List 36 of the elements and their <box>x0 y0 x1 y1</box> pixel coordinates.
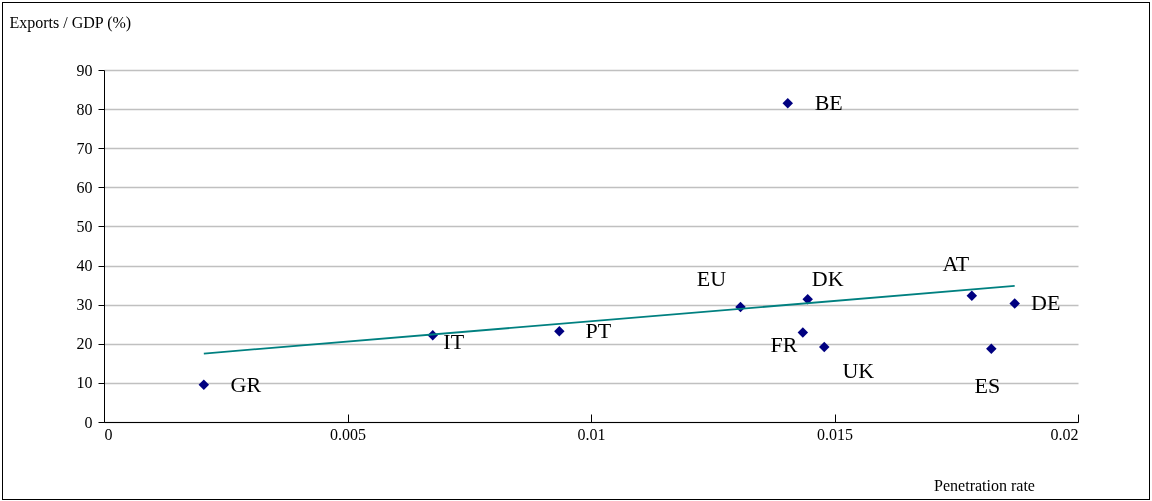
y-tick-label: 0 <box>84 413 93 431</box>
y-tick-label: 70 <box>76 139 93 157</box>
y-tick-label: 90 <box>76 61 93 79</box>
data-label: EU <box>696 266 727 292</box>
point <box>554 326 565 337</box>
y-tick-label: 60 <box>76 178 93 196</box>
x-tick-label: 0.015 <box>817 425 853 443</box>
data-label: UK <box>842 357 875 383</box>
data-label: ES <box>974 372 1001 398</box>
x-tick-label: 0 <box>104 425 113 443</box>
x-tick-label: 0.005 <box>330 425 366 443</box>
point <box>782 98 793 109</box>
point <box>966 290 978 301</box>
point <box>1009 298 1020 309</box>
data-label: AT <box>942 250 970 276</box>
data-label: FR <box>770 332 798 358</box>
y-tick-label: 20 <box>76 335 93 353</box>
y-tick-label: 40 <box>76 257 93 275</box>
x-tick-label: 0.02 <box>1050 425 1079 443</box>
y-axis-title: Exports / GDP (%) <box>9 13 132 32</box>
x-axis-title: Penetration rate <box>934 476 1035 494</box>
data-label: DK <box>811 266 844 292</box>
y-tick-label: 50 <box>76 217 93 235</box>
point <box>198 379 210 391</box>
x-tick-label: 0.01 <box>577 425 606 443</box>
y-tick-label: 80 <box>76 100 93 118</box>
y-tick-label: 30 <box>76 296 93 314</box>
data-label: GR <box>230 371 262 397</box>
data-label: PT <box>585 318 612 344</box>
point <box>986 343 997 355</box>
y-tick-label: 10 <box>76 374 93 392</box>
point <box>797 327 809 338</box>
data-label: IT <box>443 329 465 355</box>
data-label: DE <box>1031 290 1061 316</box>
data-label: BE <box>814 90 843 116</box>
point <box>819 341 830 353</box>
